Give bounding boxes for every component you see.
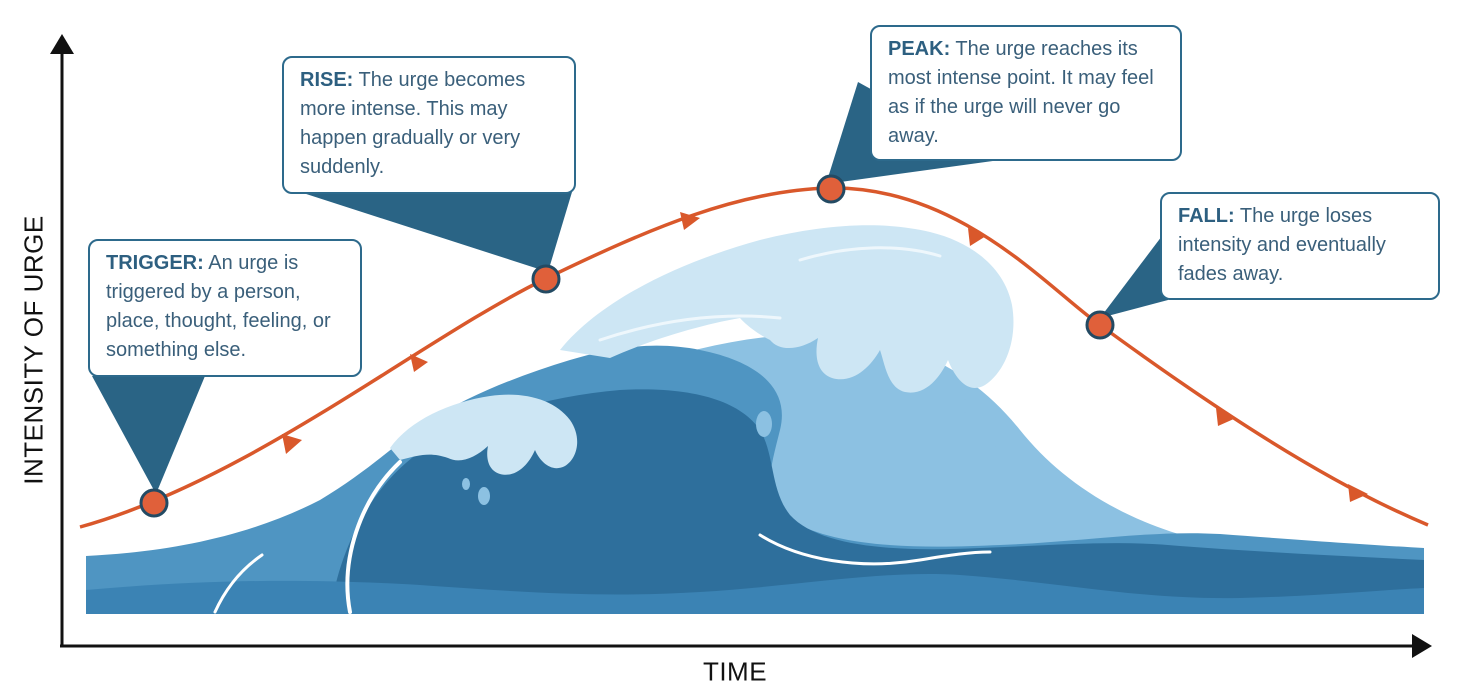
foam-streak [598,314,782,342]
trigger-text: An urge is triggered by a person, place,… [106,252,331,361]
direction-arrow [1216,408,1236,426]
foam-streak [213,553,264,614]
wave-dark-barrel [330,389,1424,614]
fall-node [1085,310,1115,340]
direction-arrow [410,354,428,372]
foam-streak [758,533,992,566]
spray-drop [462,478,470,490]
axes [50,34,1432,658]
direction-arrow [968,228,986,246]
rise-text: The urge becomes more intense. This may … [300,69,526,178]
rise-pointer [300,192,572,272]
small-wave-foam [390,394,578,475]
spray-drop [987,417,1009,447]
fall-pointer [1100,228,1168,318]
wave-foreground-swell [86,574,1424,614]
y-axis-arrowhead [50,34,74,54]
spray-drop [853,375,867,397]
x-axis-label: TIME [702,656,768,687]
peak-lead: PEAK: [888,38,951,60]
foam-streak [798,246,942,262]
foam-streak [345,460,402,614]
direction-arrow [282,434,302,454]
peak-text: The urge reaches its most intense point.… [888,38,1154,147]
trigger-node [139,488,169,518]
fall-text: The urge loses intensity and eventually … [1178,205,1386,285]
peak-node [816,174,846,204]
direction-arrow [680,212,700,230]
fall-callout: FALL: The urge loses intensity and event… [1160,192,1440,300]
stage-nodes [139,174,1115,518]
rise-lead: RISE: [300,69,354,91]
wave-crest-foam [560,225,1014,393]
rise-callout: RISE: The urge becomes more intense. Thi… [282,56,576,194]
direction-arrow [1348,484,1368,502]
trigger-callout: TRIGGER: An urge is triggered by a perso… [88,239,362,377]
wave-illustration [86,225,1424,614]
fall-lead: FALL: [1178,205,1235,227]
y-axis-label: INTENSITY OF URGE [18,215,49,485]
callout-pointers [92,82,1168,494]
spray-drop [478,487,490,505]
x-axis-arrowhead [1412,634,1432,658]
peak-callout: PEAK: The urge reaches its most intense … [870,25,1182,161]
trigger-pointer [92,376,205,494]
spray-drop [960,399,970,413]
rise-node [531,264,561,294]
trigger-lead: TRIGGER: [106,252,204,274]
spray-drop [756,411,772,437]
